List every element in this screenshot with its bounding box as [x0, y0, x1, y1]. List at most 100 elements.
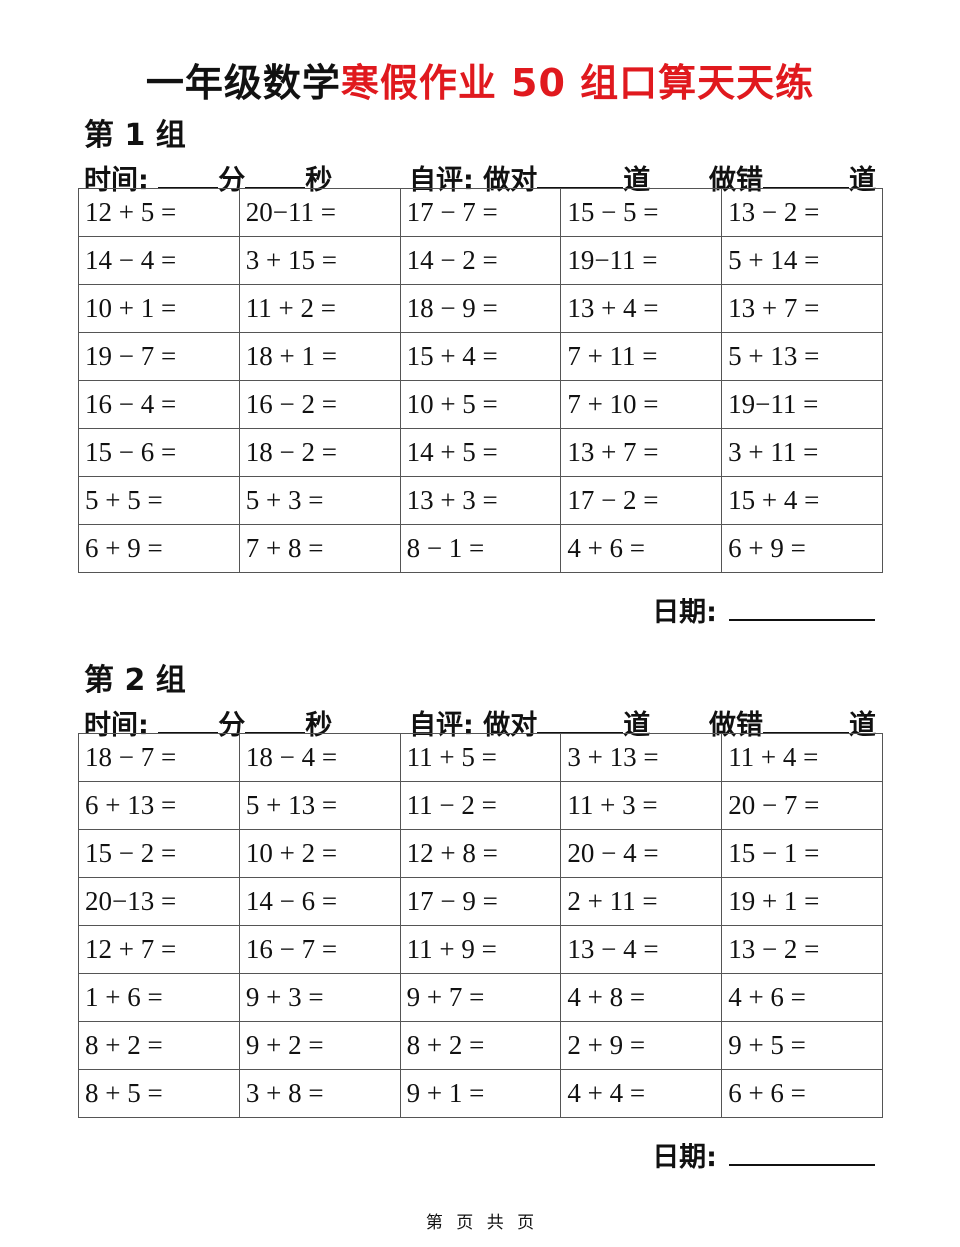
- date-label: 日期:: [652, 1142, 717, 1173]
- date-blank[interactable]: [729, 1138, 875, 1166]
- problem-cell[interactable]: 3 + 8 =: [238, 1069, 401, 1118]
- problem-cell[interactable]: 1 + 6 =: [78, 973, 240, 1022]
- problem-cell[interactable]: 13 + 4 =: [560, 284, 723, 333]
- problem-cell[interactable]: 20−13 =: [78, 877, 240, 926]
- table-row: 6 + 13 = 5 + 13 = 11 − 2 = 11 + 3 = 20 − 7 =: [78, 781, 883, 830]
- problem-cell[interactable]: 9 + 1 =: [399, 1069, 562, 1118]
- problem-cell[interactable]: 9 + 2 =: [238, 1021, 401, 1070]
- minutes-blank[interactable]: [158, 706, 219, 734]
- problem-cell[interactable]: 7 + 11 =: [560, 332, 723, 381]
- problem-cell[interactable]: 11 + 5 =: [399, 733, 562, 782]
- problem-cell[interactable]: 14 − 2 =: [399, 236, 562, 285]
- table-row: 15 − 2 = 10 + 2 = 12 + 8 = 20 − 4 = 15 − 1 =: [78, 829, 883, 878]
- problem-cell[interactable]: 11 − 2 =: [399, 781, 562, 830]
- problem-cell[interactable]: 8 + 5 =: [78, 1069, 240, 1118]
- problem-cell[interactable]: 9 + 5 =: [721, 1021, 883, 1070]
- problem-cell[interactable]: 15 − 1 =: [721, 829, 883, 878]
- problem-cell[interactable]: 6 + 9 =: [78, 524, 240, 573]
- wrong-blank[interactable]: [763, 161, 850, 189]
- problem-cell[interactable]: 18 − 2 =: [238, 428, 401, 477]
- problem-cell[interactable]: 14 − 6 =: [238, 877, 401, 926]
- problem-cell[interactable]: 7 + 8 =: [238, 524, 401, 573]
- problem-cell[interactable]: 10 + 1 =: [78, 284, 240, 333]
- problem-cell[interactable]: 18 − 9 =: [399, 284, 562, 333]
- problem-cell[interactable]: 5 + 14 =: [721, 236, 883, 285]
- problem-cell[interactable]: 20−11 =: [238, 188, 401, 237]
- table-row: 14 − 4 = 3 + 15 = 14 − 2 = 19−11 = 5 + 14 =: [78, 236, 883, 285]
- problem-cell[interactable]: 13 + 3 =: [399, 476, 562, 525]
- problem-cell[interactable]: 15 + 4 =: [721, 476, 883, 525]
- problem-cell[interactable]: 12 + 8 =: [399, 829, 562, 878]
- problem-cell[interactable]: 6 + 6 =: [721, 1069, 883, 1118]
- date-line: 日期:: [652, 590, 875, 629]
- date-blank[interactable]: [729, 593, 875, 621]
- problem-cell[interactable]: 13 − 2 =: [721, 925, 883, 974]
- problem-cell[interactable]: 3 + 15 =: [238, 236, 401, 285]
- group-heading: 第 2 组: [84, 663, 186, 698]
- wrong-blank[interactable]: [763, 706, 850, 734]
- problem-cell[interactable]: 20 − 7 =: [721, 781, 883, 830]
- problem-cell[interactable]: 6 + 9 =: [721, 524, 883, 573]
- correct-blank[interactable]: [537, 161, 624, 189]
- problem-cell[interactable]: 15 − 5 =: [560, 188, 723, 237]
- correct-blank[interactable]: [537, 706, 624, 734]
- problem-cell[interactable]: 19 + 1 =: [721, 877, 883, 926]
- problem-cell[interactable]: 19−11 =: [560, 236, 723, 285]
- problem-cell[interactable]: 18 + 1 =: [238, 332, 401, 381]
- problem-cell[interactable]: 12 + 5 =: [78, 188, 240, 237]
- problem-cell[interactable]: 18 − 7 =: [78, 733, 240, 782]
- problem-cell[interactable]: 8 + 2 =: [78, 1021, 240, 1070]
- problem-cell[interactable]: 12 + 7 =: [78, 925, 240, 974]
- problem-cell[interactable]: 8 − 1 =: [399, 524, 562, 573]
- problem-cell[interactable]: 11 + 4 =: [721, 733, 883, 782]
- problem-cell[interactable]: 11 + 9 =: [399, 925, 562, 974]
- problem-cell[interactable]: 11 + 2 =: [238, 284, 401, 333]
- page-footer: 第 页 共 页: [425, 1213, 535, 1233]
- problem-cell[interactable]: 2 + 11 =: [560, 877, 723, 926]
- problem-cell[interactable]: 6 + 13 =: [78, 781, 240, 830]
- title-red: 寒假作业 50 组口算天天练: [340, 61, 815, 105]
- problem-cell[interactable]: 7 + 10 =: [560, 380, 723, 429]
- date-line: 日期:: [652, 1135, 875, 1174]
- problem-cell[interactable]: 5 + 13 =: [238, 781, 401, 830]
- problem-cell[interactable]: 15 − 6 =: [78, 428, 240, 477]
- problem-cell[interactable]: 5 + 13 =: [721, 332, 883, 381]
- seconds-blank[interactable]: [245, 706, 306, 734]
- problem-cell[interactable]: 4 + 6 =: [560, 524, 723, 573]
- minutes-blank[interactable]: [158, 161, 219, 189]
- problem-cell[interactable]: 4 + 6 =: [721, 973, 883, 1022]
- problem-cell[interactable]: 3 + 11 =: [721, 428, 883, 477]
- problem-cell[interactable]: 5 + 5 =: [78, 476, 240, 525]
- problem-cell[interactable]: 8 + 2 =: [399, 1021, 562, 1070]
- problem-cell[interactable]: 14 − 4 =: [78, 236, 240, 285]
- problem-cell[interactable]: 13 + 7 =: [560, 428, 723, 477]
- problem-cell[interactable]: 4 + 4 =: [560, 1069, 723, 1118]
- problem-cell[interactable]: 11 + 3 =: [560, 781, 723, 830]
- problem-cell[interactable]: 9 + 3 =: [238, 973, 401, 1022]
- problem-cell[interactable]: 20 − 4 =: [560, 829, 723, 878]
- problem-cell[interactable]: 18 − 4 =: [238, 733, 401, 782]
- problem-cell[interactable]: 19−11 =: [721, 380, 883, 429]
- problem-cell[interactable]: 19 − 7 =: [78, 332, 240, 381]
- problem-cell[interactable]: 13 + 7 =: [721, 284, 883, 333]
- seconds-blank[interactable]: [245, 161, 306, 189]
- problem-cell[interactable]: 13 − 2 =: [721, 188, 883, 237]
- problem-cell[interactable]: 13 − 4 =: [560, 925, 723, 974]
- problem-cell[interactable]: 15 − 2 =: [78, 829, 240, 878]
- problem-cell[interactable]: 5 + 3 =: [238, 476, 401, 525]
- problem-cell[interactable]: 15 + 4 =: [399, 332, 562, 381]
- problem-cell[interactable]: 16 − 4 =: [78, 380, 240, 429]
- problem-cell[interactable]: 3 + 13 =: [560, 733, 723, 782]
- group-heading: 第 1 组: [84, 118, 186, 153]
- problem-cell[interactable]: 4 + 8 =: [560, 973, 723, 1022]
- problem-cell[interactable]: 2 + 9 =: [560, 1021, 723, 1070]
- problem-cell[interactable]: 17 − 9 =: [399, 877, 562, 926]
- problem-cell[interactable]: 10 + 5 =: [399, 380, 562, 429]
- problem-cell[interactable]: 17 − 7 =: [399, 188, 562, 237]
- problem-cell[interactable]: 16 − 2 =: [238, 380, 401, 429]
- problem-cell[interactable]: 9 + 7 =: [399, 973, 562, 1022]
- problem-cell[interactable]: 16 − 7 =: [238, 925, 401, 974]
- problem-cell[interactable]: 14 + 5 =: [399, 428, 562, 477]
- problem-cell[interactable]: 10 + 2 =: [238, 829, 401, 878]
- problem-cell[interactable]: 17 − 2 =: [560, 476, 723, 525]
